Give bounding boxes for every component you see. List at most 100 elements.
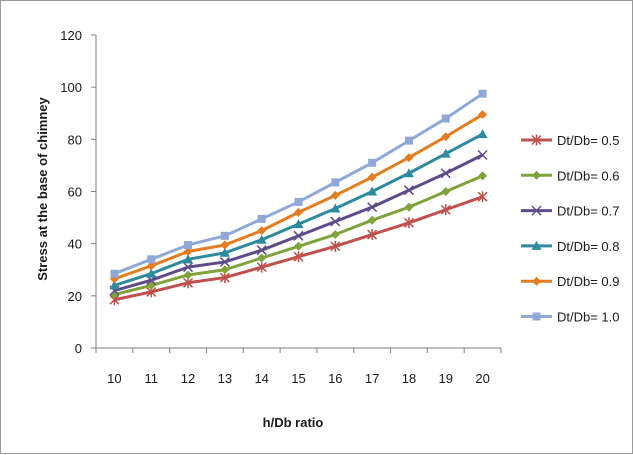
data-point: [330, 216, 341, 227]
data-point: [294, 241, 303, 251]
data-point: [441, 132, 451, 142]
legend-item: Dt/Db= 0.5: [521, 133, 620, 148]
x-tick-label: 18: [402, 371, 416, 386]
legend-marker: [531, 205, 542, 216]
data-point: [183, 246, 193, 256]
data-point: [403, 168, 414, 178]
data-point: [146, 261, 156, 271]
y-tick-label: 40: [68, 237, 82, 252]
data-point: [478, 89, 487, 98]
x-tick-label: 13: [218, 371, 232, 386]
x-tick-label: 19: [439, 371, 453, 386]
legend-marker: [531, 240, 542, 250]
data-point: [146, 268, 157, 278]
data-point: [331, 178, 340, 187]
data-point: [404, 136, 413, 145]
data-point: [367, 202, 378, 213]
data-point: [330, 230, 340, 240]
legend-item: Dt/Db= 1.0: [521, 310, 620, 325]
data-point: [440, 148, 451, 158]
x-tick-label: 17: [365, 371, 379, 386]
data-point: [219, 247, 230, 257]
series-4: [109, 129, 488, 290]
legend-marker: [531, 134, 542, 146]
y-tick-label: 60: [68, 185, 82, 200]
data-point: [256, 245, 267, 256]
x-tick-label: 15: [291, 371, 305, 386]
data-point: [403, 217, 414, 229]
data-point: [367, 186, 378, 196]
data-point: [220, 231, 229, 240]
data-point: [257, 214, 266, 223]
data-point: [294, 197, 303, 206]
data-point: [293, 251, 304, 263]
data-point: [110, 269, 119, 278]
plot-area: [91, 34, 502, 353]
data-point: [403, 185, 414, 196]
legend: Dt/Db= 0.5 Dt/Db= 0.6 Dt/Db= 0.7 Dt/Db= 0.8…: [521, 133, 620, 325]
y-tick-labels: 0 20 40 60 80 100 120: [60, 28, 82, 356]
data-point: [220, 240, 230, 250]
legend-item: Dt/Db= 0.9: [521, 274, 620, 289]
data-point: [256, 234, 267, 244]
y-axis-title: Stress at the base of chimney: [35, 96, 50, 280]
data-point: [257, 226, 267, 236]
x-tick-label: 12: [181, 371, 195, 386]
data-point: [183, 262, 194, 273]
x-axis-title: h/Db ratio: [263, 415, 324, 430]
series-5: [109, 110, 488, 284]
series-6: [110, 89, 487, 278]
x-tick-label: 14: [254, 371, 268, 386]
legend-item: Dt/Db= 0.7: [521, 204, 620, 219]
data-point: [220, 265, 230, 275]
legend-label: Dt/Db= 0.9: [557, 274, 620, 289]
legend-item: Dt/Db= 0.6: [521, 168, 620, 183]
x-tick-label: 10: [107, 371, 121, 386]
legend-label: Dt/Db= 1.0: [557, 310, 620, 325]
data-point: [183, 270, 193, 280]
data-point: [441, 187, 451, 196]
legend-marker: [532, 276, 541, 286]
data-point: [147, 255, 156, 264]
data-point: [330, 190, 340, 200]
data-point: [478, 171, 488, 181]
data-point: [367, 215, 377, 225]
x-tick-label: 20: [475, 371, 489, 386]
data-point: [477, 129, 488, 139]
data-point: [183, 254, 194, 264]
data-point: [294, 207, 303, 217]
data-point: [109, 280, 120, 290]
data-point: [367, 172, 377, 182]
data-point: [293, 230, 304, 241]
series-1: [109, 191, 488, 306]
series-layer: [109, 89, 488, 306]
data-point: [330, 203, 341, 213]
data-point: [256, 261, 267, 273]
y-tick-label: 0: [75, 341, 82, 356]
data-point: [257, 253, 267, 263]
data-point: [440, 204, 451, 216]
y-tick-label: 80: [68, 132, 82, 147]
data-point: [404, 202, 414, 212]
legend-label: Dt/Db= 0.6: [557, 168, 620, 183]
data-point: [404, 153, 414, 163]
legend-item: Dt/Db= 0.8: [521, 239, 620, 254]
data-point: [440, 168, 451, 179]
y-tick-label: 100: [60, 80, 82, 95]
y-tick-label: 20: [68, 289, 82, 304]
data-point: [368, 158, 377, 167]
data-point: [478, 110, 488, 120]
y-tick-label: 120: [60, 28, 82, 43]
data-point: [330, 240, 341, 252]
x-tick-label: 16: [328, 371, 342, 386]
legend-label: Dt/Db= 0.5: [557, 133, 620, 148]
legend-label: Dt/Db= 0.8: [557, 239, 620, 254]
x-tick-label: 11: [144, 371, 158, 386]
legend-marker: [532, 312, 541, 321]
data-point: [219, 256, 230, 267]
data-point: [477, 149, 488, 161]
x-tick-labels: 10 11 12 13 14 15 16 17 18 19 20: [107, 371, 490, 386]
legend-marker: [532, 170, 541, 180]
